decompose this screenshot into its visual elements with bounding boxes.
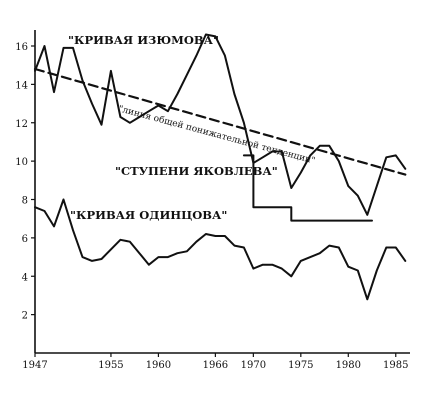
x-tick-label: 1955: [98, 360, 123, 371]
x-tick-label: 1960: [146, 360, 171, 371]
series-group: [33, 33, 407, 301]
x-tick-label: 1970: [241, 360, 266, 371]
x-tick-label: 1985: [383, 360, 408, 371]
y-tick-label: 14: [15, 80, 28, 91]
x-tick-label: 1980: [336, 360, 361, 371]
y-tick-label: 6: [22, 234, 28, 245]
izyumov-curve-label: "КРИВАЯ ИЗЮМОВА": [68, 33, 219, 47]
x-tick-label: 1975: [288, 360, 313, 371]
x-tick-label: 1947: [22, 360, 47, 371]
odintsov-curve-label: "КРИВАЯ ОДИНЦОВА": [70, 208, 227, 222]
y-tick-label: 16: [15, 42, 28, 53]
y-tick-label: 12: [15, 119, 28, 130]
y-tick-label: 2: [22, 311, 28, 322]
series-line-yakovlev: [242, 154, 373, 222]
series-line-izyumov: [34, 33, 407, 216]
y-tick-label: 4: [22, 272, 28, 283]
x-tick-label: 1966: [203, 360, 228, 371]
trend-line-label: "линия общей понижательной тенденции": [117, 103, 316, 166]
x-tick-group: 1947 1955 1960 1966 1970 1975 1980 1985: [22, 353, 408, 371]
y-tick-group: 2 4 6 8 10 12 14 16: [15, 42, 35, 322]
series-line-trend: [33, 67, 407, 176]
y-tick-label: 10: [15, 157, 28, 168]
y-tick-label: 8: [22, 196, 28, 207]
yakovlev-steps-label: "СТУПЕНИ ЯКОВЛЕВА": [115, 164, 278, 178]
series-line-odintsov: [34, 198, 407, 301]
